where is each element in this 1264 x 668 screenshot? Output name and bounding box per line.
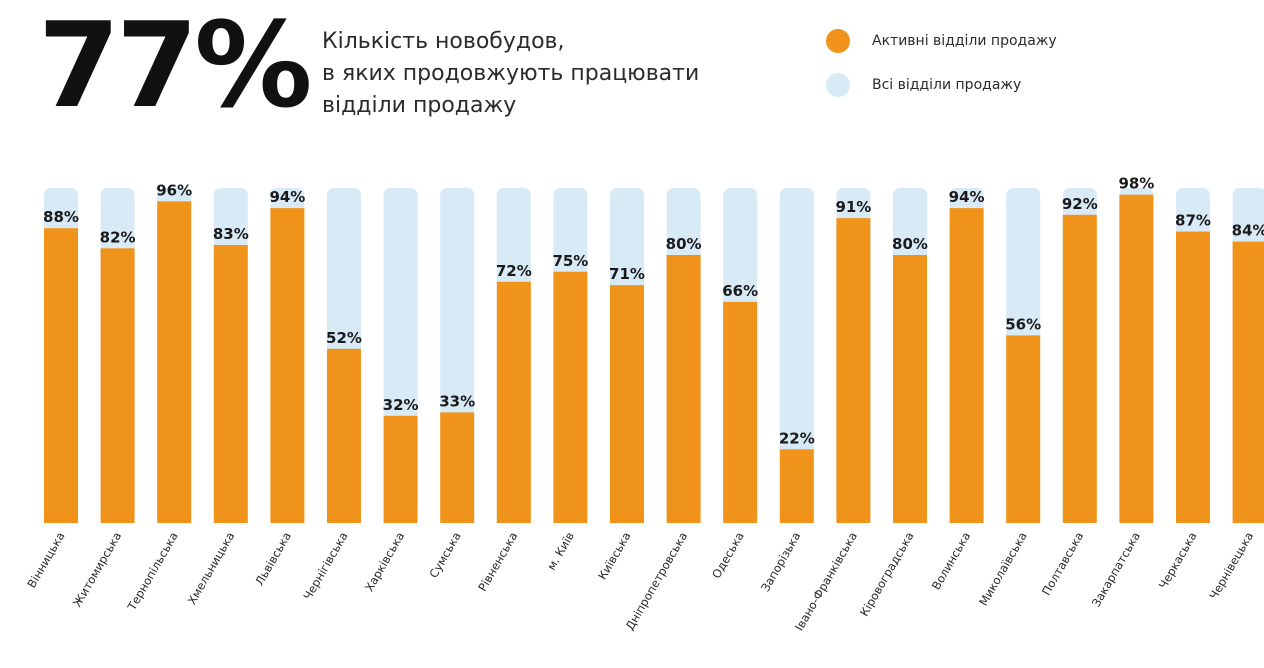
- data-label-5: 52%: [326, 329, 362, 347]
- category-label-20: Черкаська: [1156, 530, 1200, 592]
- category-label-2: Тернопільська: [124, 530, 181, 614]
- category-label-15: Кіровоградська: [857, 530, 917, 619]
- bar-total-13: [779, 188, 814, 523]
- category-label-12: Одеська: [709, 530, 747, 581]
- category-label-13: Запорізька: [758, 530, 803, 594]
- chart-legend: Активні відділи продажу Всі відділи прод…: [826, 28, 1057, 116]
- bar-active-21: [1232, 241, 1264, 523]
- data-label-9: 75%: [552, 252, 588, 270]
- category-label-4: Львівська: [252, 530, 294, 588]
- data-label-21: 84%: [1232, 222, 1264, 240]
- bar-active-11: [666, 255, 701, 523]
- bar-active-4: [270, 208, 305, 523]
- chart-subtitle: Кількість новобудов, в яких продовжують …: [322, 26, 792, 122]
- category-label-9: м. Київ: [544, 529, 577, 572]
- bar-active-19: [1119, 194, 1154, 523]
- bar-active-3: [213, 244, 248, 523]
- subtitle-line: в яких продовжують працювати: [322, 61, 700, 86]
- data-label-20: 87%: [1175, 212, 1211, 230]
- legend-label-all: Всі відділи продажу: [872, 77, 1022, 93]
- data-label-11: 80%: [666, 235, 702, 253]
- subtitle-line: відділи продажу: [322, 93, 517, 118]
- data-label-7: 33%: [439, 392, 475, 410]
- category-label-7: Сумська: [426, 530, 463, 581]
- data-label-15: 80%: [892, 235, 928, 253]
- data-label-12: 66%: [722, 282, 758, 300]
- category-label-19: Закарпатська: [1089, 530, 1143, 610]
- category-label-14: Івано-Франківська: [792, 530, 860, 634]
- data-label-13: 22%: [779, 429, 815, 447]
- data-label-17: 56%: [1005, 315, 1041, 333]
- data-label-14: 91%: [835, 198, 871, 216]
- bar-active-17: [1006, 335, 1041, 523]
- data-label-18: 92%: [1062, 195, 1098, 213]
- category-label-18: Полтавська: [1039, 530, 1086, 598]
- category-label-6: Харківська: [362, 530, 407, 594]
- category-label-21: Чернівецька: [1206, 530, 1256, 602]
- category-label-11: Дніпропетровська: [623, 530, 691, 633]
- data-label-4: 94%: [269, 188, 305, 206]
- category-label-10: Київська: [595, 530, 633, 583]
- category-label-3: Хмельницька: [185, 530, 238, 607]
- subtitle-line: Кількість новобудов,: [322, 29, 565, 54]
- data-label-1: 82%: [100, 228, 136, 246]
- category-label-1: Житомирська: [70, 530, 124, 610]
- bar-active-9: [553, 271, 588, 523]
- bar-active-10: [610, 285, 644, 523]
- bar-active-7: [440, 412, 475, 523]
- data-label-16: 94%: [949, 188, 985, 206]
- data-label-19: 98%: [1118, 175, 1154, 193]
- legend-item-all: Всі відділи продажу: [826, 72, 1057, 98]
- legend-label-active: Активні відділи продажу: [872, 33, 1057, 49]
- legend-swatch-active: [826, 29, 850, 53]
- data-label-6: 32%: [383, 396, 419, 414]
- bar-active-6: [383, 415, 418, 523]
- legend-item-active: Активні відділи продажу: [826, 28, 1057, 54]
- legend-swatch-all: [826, 73, 850, 97]
- category-label-17: Миколаївська: [976, 530, 1030, 609]
- bar-active-0: [44, 228, 78, 523]
- bar-active-13: [779, 449, 814, 523]
- bar-active-2: [157, 201, 192, 523]
- category-label-8: Рівненська: [475, 530, 520, 594]
- bar-active-8: [496, 281, 531, 523]
- data-label-0: 88%: [43, 208, 79, 226]
- bar-active-18: [1062, 214, 1097, 524]
- bar-active-20: [1176, 231, 1210, 524]
- bar-active-1: [100, 248, 135, 524]
- bar-active-14: [836, 218, 871, 523]
- bar-active-12: [723, 301, 758, 523]
- category-label-5: Чернігівська: [300, 530, 350, 603]
- category-label-0: Вінницька: [24, 530, 67, 591]
- data-label-8: 72%: [496, 262, 532, 280]
- data-label-3: 83%: [213, 225, 249, 243]
- category-label-16: Волинська: [929, 530, 973, 593]
- bar-active-5: [327, 348, 361, 523]
- big-stat-value: 77%: [38, 0, 312, 134]
- data-label-10: 71%: [609, 265, 645, 283]
- bar-active-16: [949, 208, 984, 523]
- data-label-2: 96%: [156, 181, 192, 199]
- bar-active-15: [893, 255, 927, 523]
